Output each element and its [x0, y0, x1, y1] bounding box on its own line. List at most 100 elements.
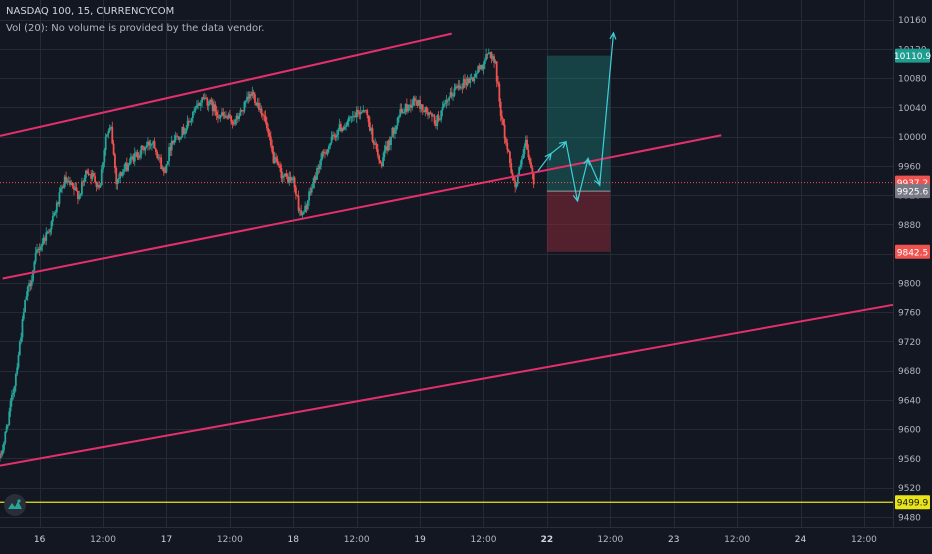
tradingview-logo-icon[interactable] [4, 494, 26, 516]
candle-body [335, 134, 338, 138]
candle-body [305, 205, 308, 210]
candle-body [391, 127, 394, 137]
candle-body [474, 73, 477, 78]
price-tick-label: 9800 [898, 279, 921, 289]
projection-arrowhead [583, 157, 591, 166]
long-position-tool[interactable] [546, 55, 611, 252]
candle-body [119, 172, 122, 178]
candle-body [165, 164, 168, 173]
candle-body [33, 261, 36, 271]
candle-body [372, 141, 375, 145]
candle-body [494, 61, 497, 63]
candle-body [309, 191, 312, 193]
candle-body [321, 151, 324, 159]
candle-body [429, 112, 432, 114]
channel-line-upper[interactable] [0, 32, 453, 137]
candle-body [402, 112, 404, 114]
candle-body [526, 139, 528, 150]
candle-body [320, 158, 322, 166]
candle-body [47, 231, 50, 233]
candle-body [121, 171, 124, 176]
price-axis-panel[interactable] [893, 0, 932, 550]
candle-body [432, 115, 435, 117]
candle-body [191, 111, 194, 119]
candle-body [1, 450, 4, 455]
time-axis-panel[interactable] [0, 527, 932, 550]
candle-body [132, 156, 135, 162]
candle-body [177, 136, 180, 140]
position-stop-zone[interactable] [546, 191, 611, 252]
candle-body [160, 157, 163, 170]
candle-body [115, 168, 118, 185]
candle-body [411, 105, 414, 108]
time-tick-label: 12:00 [851, 535, 877, 545]
candle-body [24, 299, 26, 313]
candle-body [524, 139, 527, 147]
candle-body [483, 60, 486, 64]
candle-body [260, 108, 263, 115]
candle-body [313, 176, 316, 184]
candle-body [128, 163, 131, 165]
candle-body [14, 373, 17, 387]
candle-body [264, 115, 267, 122]
candle-body [498, 83, 501, 102]
candle-body [520, 158, 523, 165]
candle-body [341, 127, 344, 132]
candle-body [91, 173, 94, 179]
candle-body [519, 164, 522, 168]
candle-body [466, 78, 469, 86]
candle-body [450, 92, 453, 97]
candle-body [464, 79, 466, 83]
candle-body [351, 116, 354, 118]
candle-body [514, 180, 517, 188]
candle-body [17, 354, 20, 368]
candle-body [490, 52, 493, 59]
volume-note: Vol (20): No volume is provided by the d… [6, 23, 265, 34]
candle-body [73, 186, 75, 190]
trend-lines[interactable] [0, 32, 894, 503]
candle-body [312, 183, 314, 189]
candle-body [281, 175, 284, 179]
candle-body [300, 210, 303, 216]
candle-body [292, 177, 295, 180]
candle-body [421, 104, 424, 111]
candle-body [154, 148, 157, 152]
candle-body [5, 426, 8, 432]
candle-body [475, 73, 478, 74]
projection-path[interactable] [537, 31, 617, 203]
candle-body [527, 149, 530, 158]
candle-body [512, 177, 515, 181]
candle-body [147, 141, 149, 146]
candle-body [106, 134, 108, 137]
candle-body [510, 163, 513, 173]
candle-body [482, 63, 485, 70]
candle-body [234, 119, 237, 124]
candle-body [30, 280, 33, 286]
price-label-entry: 9925.6 [897, 188, 929, 198]
candle-body [203, 97, 206, 99]
candle-body [297, 195, 300, 211]
candle-body [144, 147, 147, 151]
candle-body [139, 154, 141, 158]
candle-body [92, 173, 95, 177]
time-tick-label: 12:00 [90, 535, 116, 545]
candle-body [18, 341, 21, 355]
price-label-target: 10110.9 [894, 52, 931, 62]
candle-body [383, 150, 386, 158]
candle-body [246, 96, 248, 101]
candle-body [522, 153, 525, 159]
candle-body [83, 177, 86, 182]
channel-line-lower[interactable] [0, 303, 894, 467]
candle-body [251, 92, 254, 96]
candle-body [478, 66, 481, 69]
candle-body [460, 87, 462, 89]
candle-body [457, 85, 460, 88]
symbol-title[interactable]: NASDAQ 100, 15, CURRENCYCOM [6, 6, 175, 17]
candle-body [279, 164, 281, 169]
candle-body [382, 157, 384, 167]
candle-body [58, 192, 61, 205]
candle-body [365, 110, 367, 111]
